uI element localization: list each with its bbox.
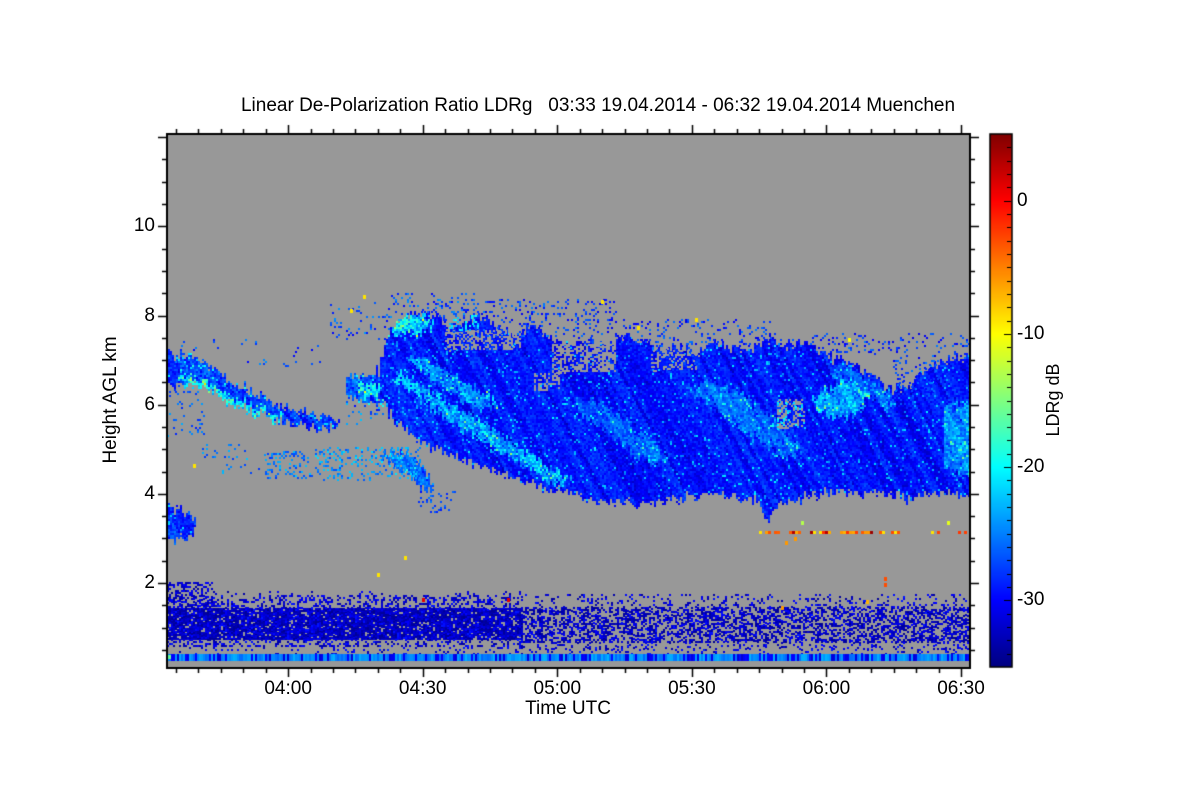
x-axis-title: Time UTC <box>525 698 611 719</box>
x-tick-label: 04:30 <box>398 678 447 699</box>
x-tick-label: 06:30 <box>937 678 985 699</box>
x-tick-label: 05:30 <box>668 678 716 699</box>
colorbar-title: LDRg dB <box>1043 363 1063 437</box>
x-tick-label: 05:00 <box>533 678 582 699</box>
colorbar-tick-label: -20 <box>1017 456 1045 478</box>
x-tick-label: 06:00 <box>802 678 851 699</box>
y-tick-label: 2 <box>144 572 155 593</box>
colorbar-tick-label: -30 <box>1017 589 1045 611</box>
y-tick-label: 4 <box>144 482 155 504</box>
colorbar-tick-label: 0 <box>1017 189 1028 211</box>
x-tick-label: 04:00 <box>264 678 312 699</box>
y-tick-label: 6 <box>144 393 155 415</box>
y-tick-label: 8 <box>144 304 155 326</box>
y-axis-title: Height AGL km <box>100 336 121 464</box>
colorbar-tick-label: -10 <box>1017 322 1045 344</box>
y-tick-label: 10 <box>133 215 155 237</box>
plot-title: Linear De-Polarization Ratio LDRg 03:33 … <box>240 95 956 116</box>
